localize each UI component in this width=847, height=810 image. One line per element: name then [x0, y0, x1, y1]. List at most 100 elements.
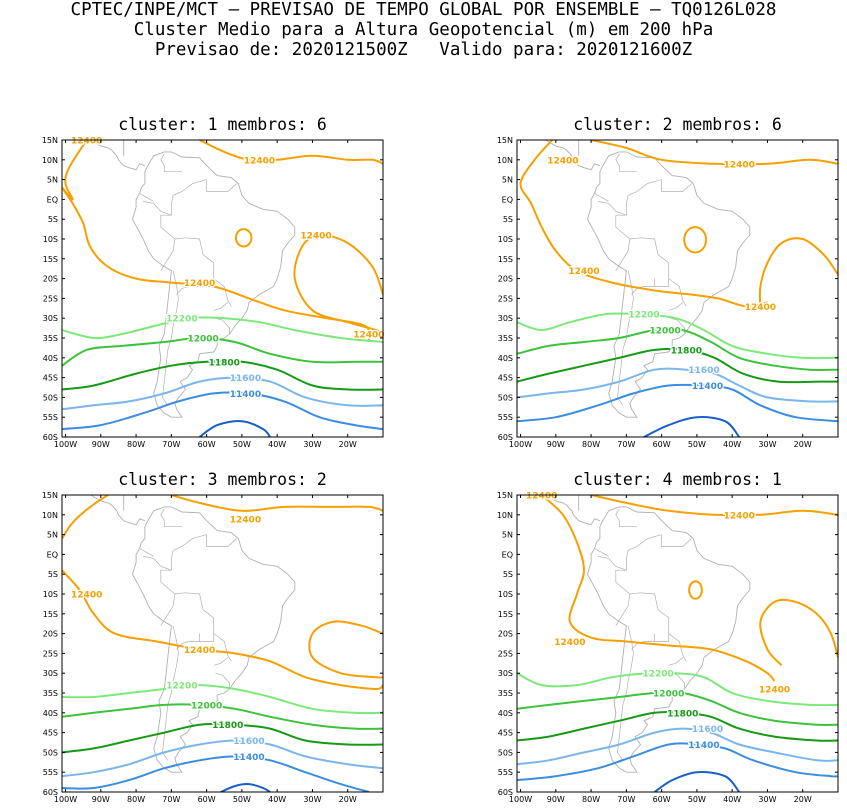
lon-tick-label: 70W — [617, 440, 635, 449]
contour-line — [293, 233, 383, 335]
lon-tick-label: 50W — [688, 795, 706, 804]
contour-line — [62, 316, 383, 343]
lat-tick-label: 20S — [498, 630, 513, 639]
contour-label: 12400 — [244, 156, 275, 166]
lat-tick-label: 30S — [498, 669, 513, 678]
coastline-caribbean — [122, 140, 125, 156]
lon-tick-label: 30W — [758, 440, 776, 449]
country-border — [215, 672, 230, 689]
country-border — [162, 625, 179, 761]
map-area — [517, 495, 838, 792]
contour-line — [517, 691, 838, 726]
country-border — [160, 592, 232, 662]
map-panel-cluster-1: cluster: 1 membros: 6 12400 12400 12400 1240… — [20, 110, 386, 450]
contour-label: 11400 — [688, 741, 719, 751]
country-border — [631, 633, 655, 650]
lon-tick-label: 90W — [92, 795, 110, 804]
country-border — [598, 556, 627, 571]
lat-tick-label: 15S — [43, 255, 58, 264]
contour-loop — [688, 580, 703, 600]
contour-label: 12000 — [191, 701, 222, 711]
contour-line — [199, 420, 271, 437]
lat-tick-label: EQ — [47, 195, 58, 204]
lon-tick-label: 20W — [339, 440, 357, 449]
panel-title: cluster: 3 membros: 2 — [118, 470, 327, 489]
lat-tick-label: 55S — [498, 413, 513, 422]
lon-tick-label: 70W — [162, 795, 180, 804]
country-border — [160, 534, 207, 595]
country-border — [139, 548, 154, 557]
panel-title: cluster: 1 membros: 6 — [118, 115, 327, 134]
contour-line — [62, 739, 383, 778]
contour-label: 12200 — [642, 670, 673, 680]
country-border — [143, 556, 172, 571]
country-border — [143, 201, 172, 216]
lat-tick-label: 5S — [48, 215, 58, 224]
country-border — [670, 672, 685, 689]
lon-tick-label: 90W — [92, 440, 110, 449]
map-area — [62, 140, 383, 437]
coastline-caribbean — [122, 495, 125, 511]
contour-label: 12400 — [353, 331, 384, 341]
map-frame — [516, 139, 839, 438]
lon-tick-label: 20W — [794, 440, 812, 449]
lat-tick-label: 5S — [503, 570, 513, 579]
map-frame — [516, 494, 839, 793]
contour-line — [759, 598, 838, 666]
coastline-caribbean — [577, 495, 580, 511]
lat-tick-label: 40S — [43, 709, 58, 718]
lat-tick-label: 30S — [43, 314, 58, 323]
country-border — [215, 317, 230, 334]
contour-line — [758, 237, 838, 311]
contour-line — [199, 140, 383, 165]
lat-tick-label: 55S — [43, 413, 58, 422]
contour-label: 12400 — [724, 160, 755, 170]
lat-tick-label: 15N — [497, 136, 513, 145]
lat-tick-label: 10S — [43, 590, 58, 599]
contour-line — [517, 671, 838, 707]
lat-tick-label: 15N — [42, 136, 58, 145]
contour-line — [62, 722, 383, 754]
lat-tick-label: 60S — [498, 788, 513, 797]
country-border — [654, 633, 670, 642]
lat-tick-label: 10N — [497, 511, 513, 520]
coastline-caribbean — [577, 140, 580, 156]
contour-label: 11800 — [209, 358, 240, 368]
contour-line — [62, 140, 88, 201]
contour-line — [62, 186, 371, 343]
lat-tick-label: 45S — [43, 374, 58, 383]
country-border — [617, 625, 634, 761]
country-border — [213, 657, 229, 666]
contour-line — [62, 495, 109, 540]
lat-tick-label: EQ — [47, 550, 58, 559]
contour-label: 11600 — [230, 374, 261, 384]
contour-line — [62, 684, 383, 715]
lat-tick-label: 5N — [47, 531, 58, 540]
contour-label: 12000 — [187, 335, 218, 345]
country-border — [213, 302, 229, 311]
contour-line — [62, 569, 383, 691]
contour-line — [517, 367, 838, 403]
lat-tick-label: 5S — [48, 570, 58, 579]
contour-line — [590, 140, 838, 166]
contour-line — [590, 495, 838, 517]
contour-label: 11800 — [212, 721, 243, 731]
lat-tick-label: 35S — [498, 689, 513, 698]
contour-line — [171, 495, 383, 512]
lat-tick-label: 55S — [498, 768, 513, 777]
contour-label: 12400 — [300, 232, 331, 242]
contour-line — [654, 771, 740, 792]
country-border — [594, 548, 609, 557]
lat-tick-label: 30S — [43, 669, 58, 678]
lat-tick-label: 10S — [498, 235, 513, 244]
contour-line — [62, 391, 383, 431]
map-area — [517, 140, 838, 437]
lat-tick-label: 50S — [43, 393, 58, 402]
lat-tick-label: 15S — [43, 610, 58, 619]
contour-line — [517, 711, 838, 742]
header-title-line1: CPTEC/INPE/MCT — PREVISAO DE TEMPO GLOBA… — [70, 0, 777, 20]
contour-line — [62, 360, 383, 391]
lat-tick-label: 50S — [498, 748, 513, 757]
lat-tick-label: 20S — [498, 275, 513, 284]
map-chart-cluster-4: cluster: 4 membros: 1 12400 12400 12400 1240… — [497, 470, 839, 804]
